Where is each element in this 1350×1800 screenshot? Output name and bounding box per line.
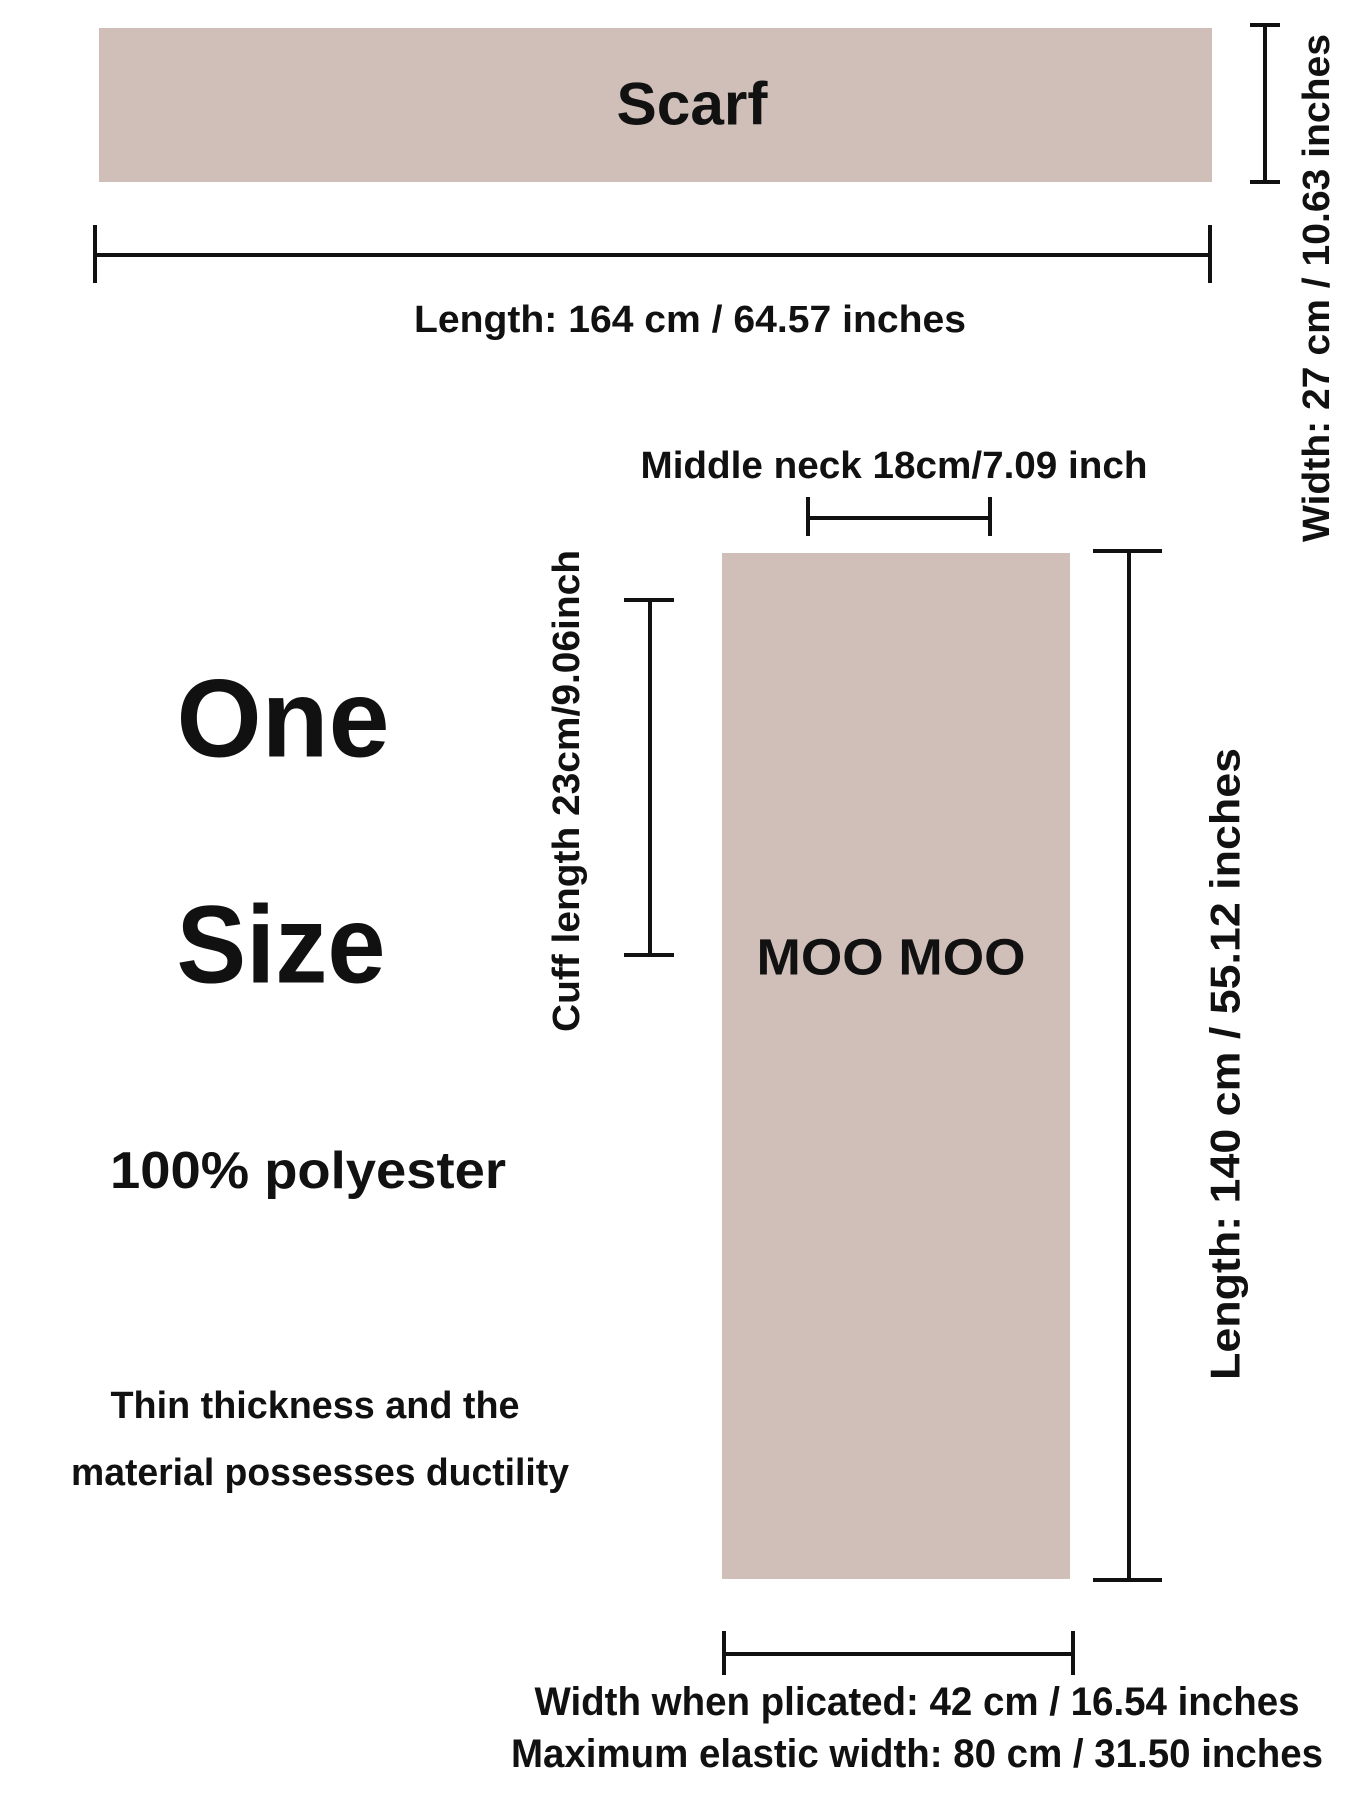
scarf-length-bracket <box>93 225 1212 283</box>
product-length: Length: 140 cm / 55.12 inches <box>1202 748 1249 1380</box>
note-line: material possesses ductility <box>71 1452 569 1494</box>
product-length-bracket <box>1093 549 1162 1582</box>
scarf-width-bracket <box>1250 23 1280 184</box>
product-shape <box>722 553 1070 1579</box>
material: 100% polyester <box>110 1142 506 1200</box>
width-plicated: Width when plicated: 42 cm / 16.54 inche… <box>535 1680 1300 1724</box>
middle-neck-bracket <box>806 497 992 536</box>
middle-neck-label: Middle neck 18cm/7.09 inch <box>641 445 1148 487</box>
max-width: Maximum elastic width: 80 cm / 31.50 inc… <box>511 1732 1323 1776</box>
size-line: Size <box>177 884 386 1007</box>
scarf-length: Length: 164 cm / 64.57 inches <box>414 299 966 341</box>
note-line: Thin thickness and the <box>111 1385 520 1427</box>
product-width-bracket <box>722 1631 1075 1675</box>
scarf-width: Width: 27 cm / 10.63 inches <box>1296 34 1338 542</box>
size-line: One <box>177 658 390 781</box>
cuff-length: Cuff length 23cm/9.06inch <box>546 550 588 1032</box>
cuff-bracket <box>624 598 674 957</box>
scarf-label: Scarf <box>617 71 769 138</box>
product-label: MOO MOO <box>757 929 1026 986</box>
scarf-shape <box>99 28 1212 182</box>
